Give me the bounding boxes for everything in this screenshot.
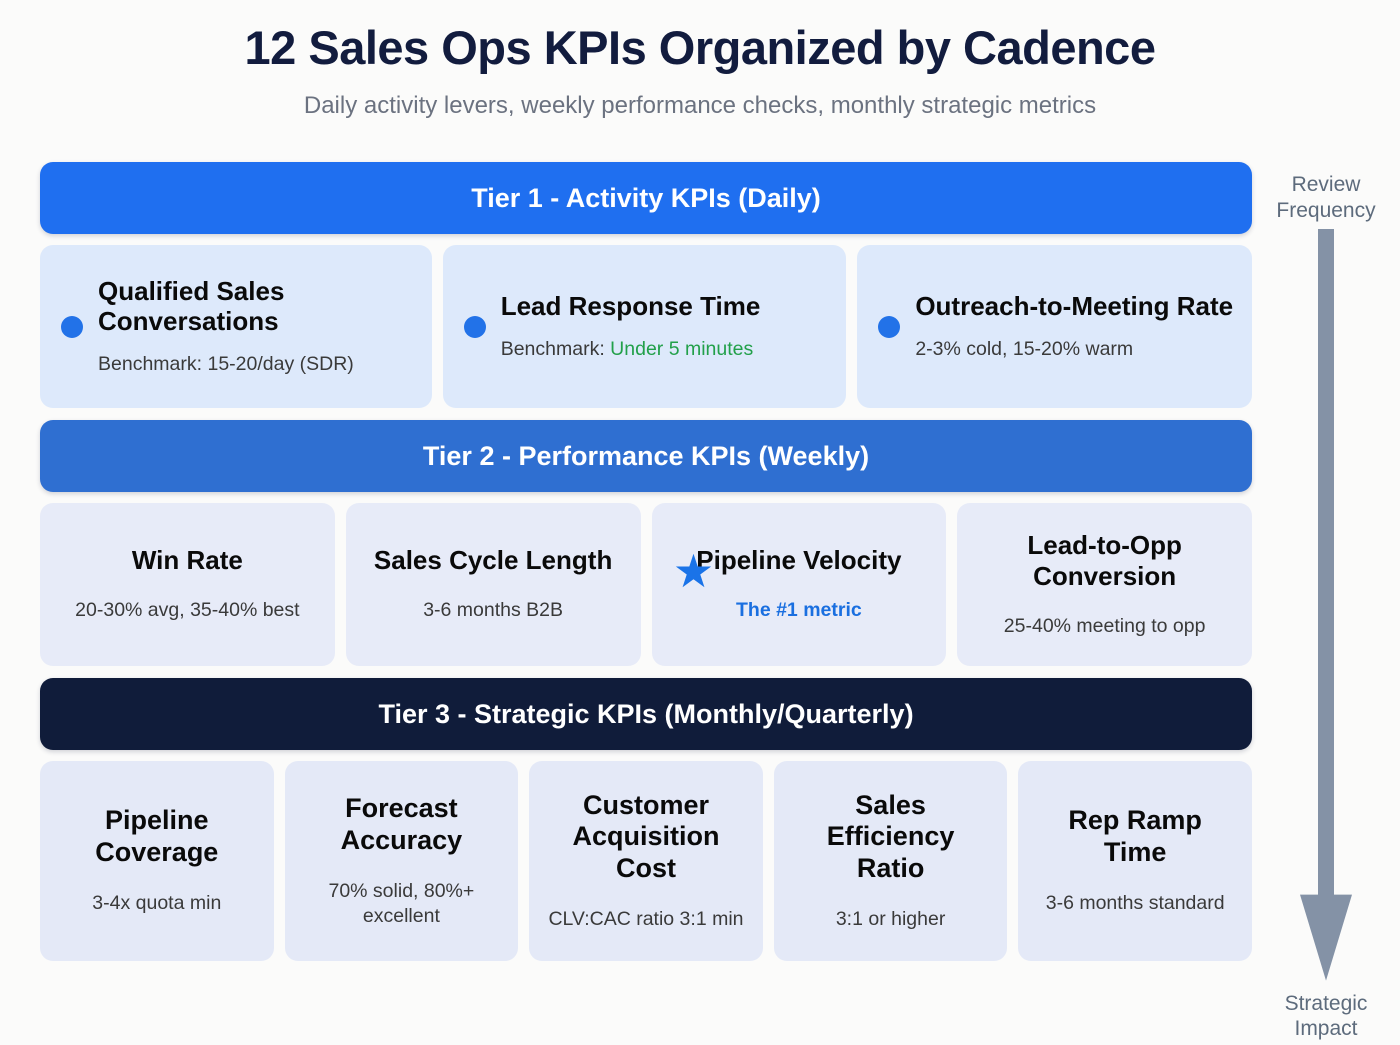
bullet-dot-icon	[878, 315, 901, 338]
kpi-card[interactable]: Lead Response Time Benchmark: Under 5 min…	[442, 245, 847, 408]
benchmark-value: The #1 metric	[736, 599, 862, 622]
tier-stack: Tier 1 - Activity KPIs (Daily) Qualified …	[40, 162, 1252, 973]
tier-1-group: Tier 1 - Activity KPIs (Daily) Qualified …	[40, 162, 1252, 408]
kpi-card-benchmark: 2-3% cold, 15-20% warm	[915, 337, 1236, 362]
benchmark-prefix: Benchmark:	[500, 337, 611, 360]
tier-1-card-row: Qualified Sales Conversations Benchmark: …	[40, 245, 1252, 408]
kpi-card-benchmark: 3:1 or higher	[836, 907, 946, 932]
kpi-card-benchmark: 3-6 months standard	[1046, 891, 1225, 916]
tier-3-card-row: Pipeline Coverage 3-4x quota min Forecast …	[40, 761, 1252, 961]
rail-bottom-label: Strategic Impact	[1285, 991, 1368, 1042]
bullet-dot-icon	[463, 315, 486, 338]
benchmark-value: CLV:CAC ratio 3:1 min	[548, 908, 744, 931]
kpi-card-title: Lead Response Time	[500, 290, 761, 321]
kpi-card-benchmark: Benchmark: 15-20/day (SDR)	[98, 352, 416, 377]
tier-2-group: Tier 2 - Performance KPIs (Weekly) Win Ra…	[40, 420, 1252, 666]
kpi-card-title: Rep Ramp Time	[1068, 805, 1202, 868]
rail-top-label: Review Frequency	[1276, 172, 1375, 223]
benchmark-value: 70% solid, 80%+ excellent	[328, 879, 475, 927]
kpi-card-benchmark: 20-30% avg, 35-40% best	[75, 598, 299, 623]
kpi-card-title: Sales Cycle Length	[373, 545, 613, 576]
kpi-card[interactable]: Win Rate 20-30% avg, 35-40% best	[40, 503, 335, 666]
tier-3-group: Tier 3 - Strategic KPIs (Monthly/Quarter…	[40, 678, 1252, 961]
benchmark-value: 2-3% cold, 15-20% warm	[915, 337, 1134, 360]
kpi-card[interactable]: Rep Ramp Time 3-6 months standard	[1018, 761, 1252, 961]
kpi-card-benchmark: 25-40% meeting to opp	[1004, 614, 1206, 639]
kpi-card[interactable]: Pipeline Coverage 3-4x quota min	[40, 761, 274, 961]
kpi-card[interactable]: Lead-to-Opp Conversion 25-40% meeting to …	[957, 503, 1252, 666]
benchmark-value: 3-4x quota min	[92, 892, 222, 915]
arrow-down-icon	[1300, 229, 1352, 981]
kpi-card-title: Lead-to-Opp Conversion	[1027, 530, 1182, 591]
kpi-card-title: Forecast Accuracy	[340, 792, 463, 855]
kpi-card-benchmark: 3-6 months B2B	[423, 598, 563, 623]
kpi-card-benchmark: Benchmark: Under 5 minutes	[501, 337, 831, 362]
benchmark-value: 3-6 months B2B	[423, 599, 564, 622]
kpi-card-title: Customer Acquisition Cost	[572, 789, 720, 884]
kpi-card-benchmark: The #1 metric	[736, 598, 862, 623]
kpi-card-title: Win Rate	[131, 545, 243, 576]
bullet-dot-icon	[61, 315, 83, 338]
rail-bottom-label-line1: Strategic	[1284, 991, 1368, 1015]
tier-1-header[interactable]: Tier 1 - Activity KPIs (Daily)	[40, 162, 1252, 234]
benchmark-value: 3-6 months standard	[1045, 892, 1225, 915]
star-icon: ★	[672, 544, 715, 597]
benchmark-value: 25-40% meeting to opp	[1003, 614, 1206, 637]
kpi-card-title: Pipeline Coverage	[95, 805, 219, 868]
tier-2-card-row: Win Rate 20-30% avg, 35-40% best Sales Cyc…	[40, 503, 1252, 666]
kpi-card-title: Qualified Sales Conversations	[98, 275, 285, 337]
benchmark-prefix: Benchmark:	[98, 353, 208, 375]
kpi-card[interactable]: Outreach-to-Meeting Rate 2-3% cold, 15-20…	[857, 245, 1252, 408]
header: 12 Sales Ops KPIs Organized by Cadence D…	[0, 0, 1400, 120]
kpi-card-title: Pipeline Velocity	[696, 545, 902, 576]
benchmark-value: 15-20/day (SDR)	[207, 353, 354, 375]
kpi-card-title: Outreach-to-Meeting Rate	[915, 290, 1234, 321]
page-title: 12 Sales Ops KPIs Organized by Cadence	[244, 21, 1156, 74]
rail-top-label-line2: Frequency	[1276, 198, 1376, 222]
tier-2-header[interactable]: Tier 2 - Performance KPIs (Weekly)	[40, 420, 1252, 492]
kpi-card-benchmark: CLV:CAC ratio 3:1 min	[548, 907, 743, 932]
benchmark-value: 3:1 or higher	[835, 908, 946, 931]
kpi-card[interactable]: Sales Efficiency Ratio 3:1 or higher	[773, 761, 1008, 961]
kpi-card-benchmark: 70% solid, 80%+ excellent	[301, 879, 503, 930]
kpi-card[interactable]: Sales Cycle Length 3-6 months B2B	[345, 503, 641, 666]
page-subtitle: Daily activity levers, weekly performanc…	[303, 91, 1097, 119]
review-frequency-rail: Review Frequency Strategic Impact	[1252, 162, 1400, 1042]
tier-3-header[interactable]: Tier 3 - Strategic KPIs (Monthly/Quarter…	[40, 678, 1252, 750]
rail-bottom-label-line2: Impact	[1294, 1017, 1358, 1041]
kpi-card[interactable]: Qualified Sales Conversations Benchmark: …	[40, 245, 432, 408]
kpi-card-benchmark: 3-4x quota min	[92, 891, 221, 916]
benchmark-value: 20-30% avg, 35-40% best	[75, 599, 300, 622]
kpi-card[interactable]: ★ Pipeline Velocity The #1 metric	[651, 503, 947, 666]
kpi-card[interactable]: Forecast Accuracy 70% solid, 80%+ excelle…	[284, 761, 519, 961]
benchmark-value: Under 5 minutes	[610, 337, 754, 360]
rail-top-label-line1: Review	[1291, 173, 1361, 196]
kpi-card[interactable]: Customer Acquisition Cost CLV:CAC ratio 3…	[529, 761, 763, 961]
kpi-card-title: Sales Efficiency Ratio	[826, 789, 955, 884]
body-area: Tier 1 - Activity KPIs (Daily) Qualified …	[0, 162, 1400, 1045]
down-arrow-icon	[1294, 229, 1358, 981]
